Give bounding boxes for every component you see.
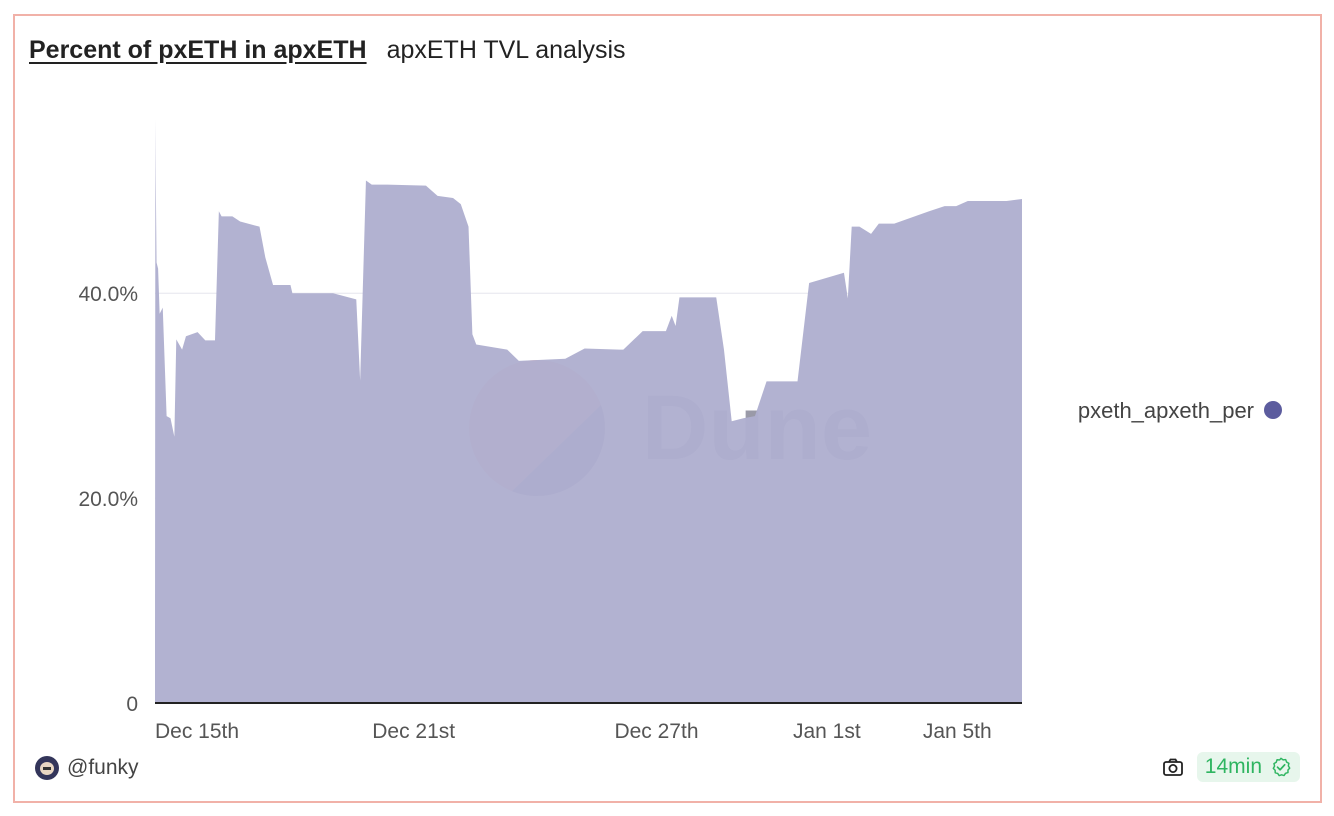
legend-label[interactable]: pxeth_apxeth_per bbox=[1078, 398, 1254, 423]
chart-title-link[interactable]: Percent of pxETH in apxETH bbox=[29, 36, 367, 64]
y-tick-label: 20.0% bbox=[78, 488, 138, 511]
x-tick-label: Dec 21st bbox=[372, 720, 455, 743]
freshness-text: 14min bbox=[1204, 755, 1262, 778]
chart-header: Percent of pxETH in apxETH apxETH TVL an… bbox=[29, 36, 626, 65]
series-area-pxeth_apxeth_per[interactable] bbox=[155, 119, 1022, 704]
avatar bbox=[35, 756, 59, 780]
footer-actions: 14min bbox=[1161, 752, 1300, 782]
freshness-badge: 14min bbox=[1196, 752, 1300, 782]
author-info[interactable]: @funky bbox=[35, 756, 139, 780]
author-name[interactable]: @funky bbox=[67, 756, 139, 779]
chart-subtitle: apxETH TVL analysis bbox=[386, 36, 626, 64]
y-tick-label: 0 bbox=[126, 693, 138, 716]
x-tick-label: Jan 1st bbox=[793, 720, 861, 743]
legend-dot[interactable] bbox=[1264, 401, 1282, 419]
x-tick-label: Jan 5th bbox=[923, 720, 992, 743]
y-tick-label: 40.0% bbox=[78, 283, 138, 306]
x-tick-label: Dec 15th bbox=[155, 720, 239, 743]
x-tick-label: Dec 27th bbox=[614, 720, 698, 743]
verified-check-icon bbox=[1272, 757, 1291, 777]
camera-icon[interactable] bbox=[1161, 755, 1185, 779]
